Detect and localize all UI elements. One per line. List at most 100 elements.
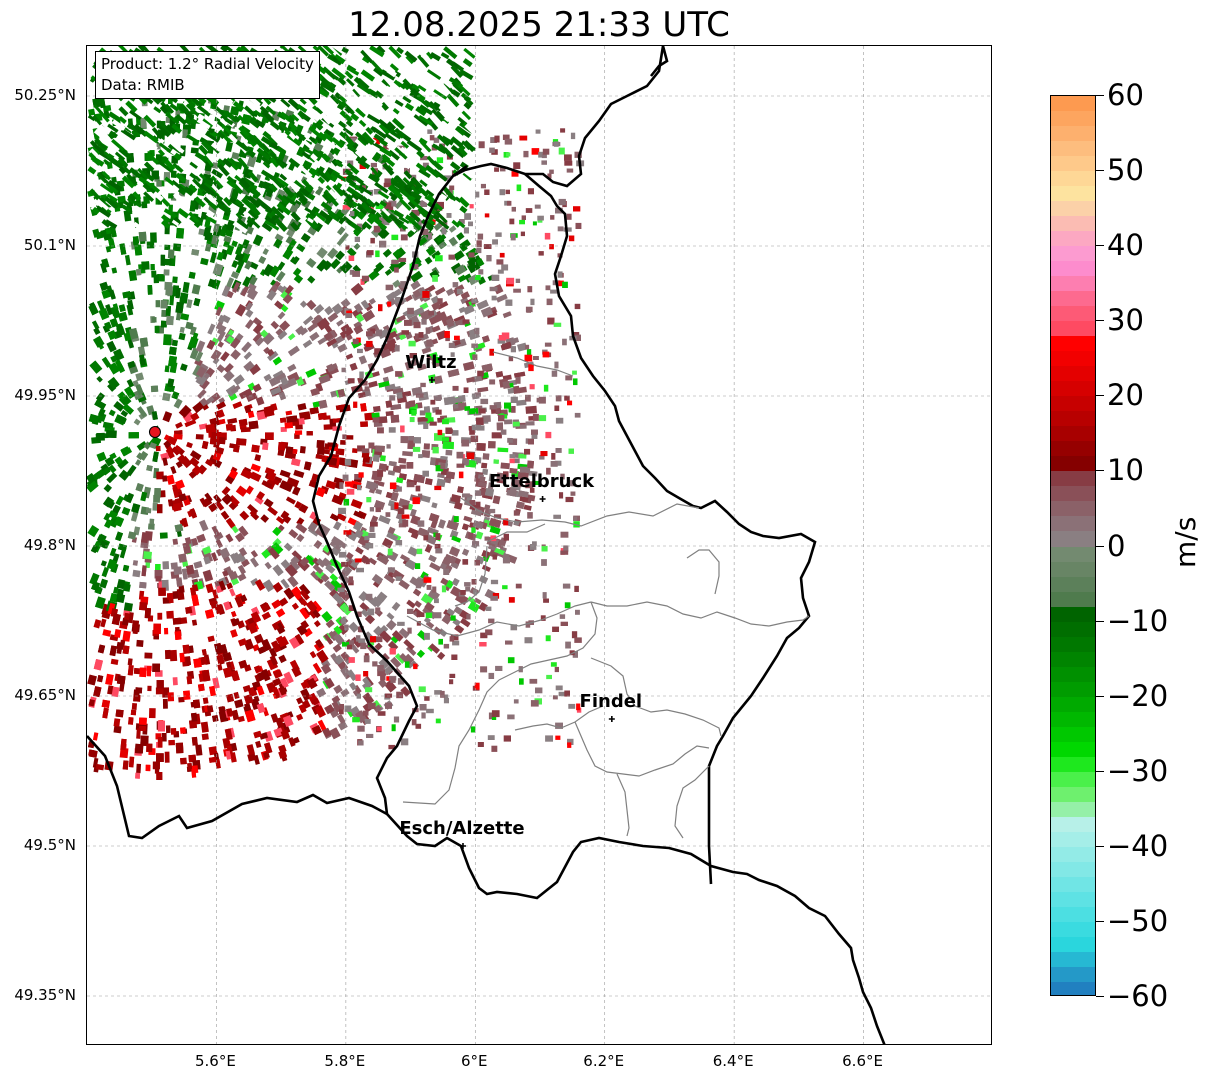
city-marker bbox=[608, 716, 615, 722]
colorbar-tick-label: −60 bbox=[1107, 979, 1169, 1013]
colorbar-step bbox=[1051, 906, 1095, 923]
colorbar-step bbox=[1051, 171, 1095, 187]
city-label: Ettelbruck bbox=[489, 471, 595, 492]
colorbar-step bbox=[1051, 636, 1095, 653]
lon-tick-label: 6.2°E bbox=[583, 1052, 625, 1070]
colorbar-step bbox=[1051, 441, 1095, 457]
border-north-de-be bbox=[649, 46, 669, 77]
colorbar-step bbox=[1051, 261, 1095, 277]
colorbar-step bbox=[1051, 471, 1095, 488]
colorbar-step bbox=[1051, 96, 1095, 112]
colorbar-step bbox=[1051, 666, 1095, 683]
colorbar-tick bbox=[1096, 545, 1104, 547]
colorbar-step bbox=[1051, 936, 1095, 953]
national-border-east bbox=[452, 46, 665, 188]
colorbar-step bbox=[1051, 741, 1095, 758]
lon-tick-label: 6°E bbox=[461, 1052, 488, 1070]
colorbar-tick-label: 30 bbox=[1107, 303, 1144, 338]
colorbar-step bbox=[1051, 231, 1095, 247]
lon-tick-label: 6.4°E bbox=[712, 1052, 754, 1070]
radar-site-marker bbox=[148, 426, 161, 438]
colorbar-tick-label: 60 bbox=[1107, 78, 1144, 112]
city-marker-layer bbox=[148, 377, 615, 849]
colorbar-step bbox=[1051, 951, 1095, 968]
colorbar-step bbox=[1051, 426, 1095, 442]
colorbar-step bbox=[1051, 126, 1095, 142]
colorbar-step bbox=[1051, 456, 1095, 472]
velocity-colorbar bbox=[1050, 95, 1096, 996]
colorbar-step bbox=[1051, 621, 1095, 638]
colorbar-step bbox=[1051, 546, 1095, 563]
lat-tick-label: 49.95°N bbox=[14, 386, 76, 404]
colorbar-step bbox=[1051, 306, 1095, 322]
colorbar-tick bbox=[1096, 845, 1104, 847]
national-border-west bbox=[87, 164, 468, 840]
colorbar-tick bbox=[1096, 170, 1104, 172]
colorbar-unit-label: m/s bbox=[1169, 516, 1202, 568]
colorbar-tick-label: 0 bbox=[1107, 528, 1126, 563]
colorbar-step bbox=[1051, 801, 1095, 818]
data-source-label: Data: RMIB bbox=[101, 76, 185, 94]
colorbar-step bbox=[1051, 381, 1095, 397]
colorbar-step bbox=[1051, 831, 1095, 848]
radar-echo-layer bbox=[87, 46, 585, 781]
colorbar-tick bbox=[1096, 770, 1104, 772]
colorbar-step bbox=[1051, 336, 1095, 352]
colorbar-step bbox=[1051, 816, 1095, 833]
colorbar-tick bbox=[1096, 470, 1104, 472]
colorbar-tick-label: 40 bbox=[1107, 228, 1144, 263]
colorbar-step bbox=[1051, 486, 1095, 503]
info-box: Product: 1.2° Radial Velocity Data: RMIB bbox=[95, 51, 320, 99]
radar-map-canvas bbox=[87, 46, 991, 1044]
colorbar-step bbox=[1051, 156, 1095, 172]
colorbar-tick-label: −40 bbox=[1107, 828, 1169, 863]
colorbar-tick bbox=[1096, 695, 1104, 697]
lon-tick-label: 6.6°E bbox=[842, 1052, 883, 1070]
city-label: Wiltz bbox=[405, 352, 457, 373]
colorbar-tick-label: −30 bbox=[1107, 753, 1169, 788]
colorbar-step bbox=[1051, 276, 1095, 292]
lat-tick-label: 49.35°N bbox=[14, 986, 76, 1004]
colorbar-step bbox=[1051, 501, 1095, 518]
colorbar-step bbox=[1051, 711, 1095, 728]
colorbar-tick bbox=[1096, 320, 1104, 322]
radar-map[interactable] bbox=[86, 45, 992, 1045]
colorbar-step bbox=[1051, 561, 1095, 578]
colorbar-tick bbox=[1096, 245, 1104, 247]
lat-tick-label: 49.8°N bbox=[23, 536, 76, 554]
city-label: Esch/Alzette bbox=[399, 818, 525, 839]
colorbar-step bbox=[1051, 246, 1095, 262]
border-lux-de bbox=[524, 173, 817, 885]
colorbar-step bbox=[1051, 321, 1095, 337]
city-label: Findel bbox=[579, 691, 643, 712]
colorbar-tick-label: 10 bbox=[1107, 453, 1144, 488]
colorbar-step bbox=[1051, 366, 1095, 382]
colorbar-step bbox=[1051, 111, 1095, 127]
colorbar-tick-label: −50 bbox=[1107, 903, 1169, 938]
colorbar-step bbox=[1051, 291, 1095, 307]
colorbar-step bbox=[1051, 981, 1095, 995]
colorbar-step bbox=[1051, 411, 1095, 427]
city-marker bbox=[459, 843, 466, 849]
colorbar-step bbox=[1051, 141, 1095, 157]
colorbar-step bbox=[1051, 846, 1095, 863]
colorbar-step bbox=[1051, 681, 1095, 698]
city-marker bbox=[539, 496, 546, 502]
city-marker bbox=[428, 377, 435, 383]
colorbar-step bbox=[1051, 696, 1095, 713]
canton-boundaries bbox=[402, 351, 810, 839]
colorbar-tick bbox=[1096, 996, 1104, 997]
lon-tick-label: 5.6°E bbox=[195, 1052, 236, 1070]
colorbar-step bbox=[1051, 186, 1095, 202]
colorbar-step bbox=[1051, 591, 1095, 608]
colorbar-step bbox=[1051, 756, 1095, 773]
colorbar-step bbox=[1051, 396, 1095, 412]
colorbar-step bbox=[1051, 921, 1095, 938]
colorbar-step bbox=[1051, 786, 1095, 803]
colorbar-tick-label: −10 bbox=[1107, 603, 1169, 638]
lat-tick-label: 50.1°N bbox=[23, 236, 76, 254]
colorbar-step bbox=[1051, 771, 1095, 788]
colorbar-tick bbox=[1096, 620, 1104, 622]
map-title: 12.08.2025 21:33 UTC bbox=[348, 5, 730, 45]
colorbar-step bbox=[1051, 891, 1095, 908]
